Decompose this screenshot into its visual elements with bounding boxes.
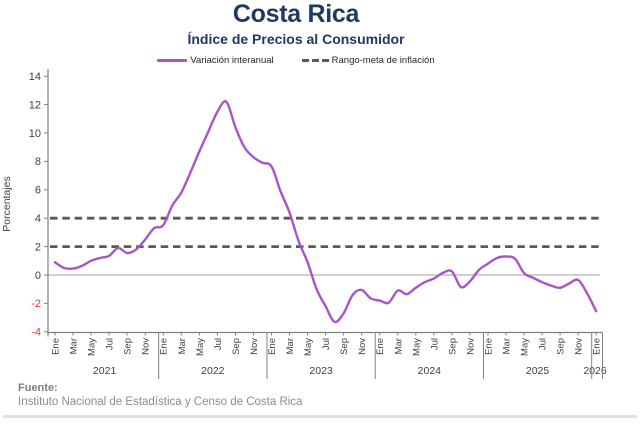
x-tick-label: Ene xyxy=(483,338,494,355)
x-tick-label: Ene xyxy=(267,338,278,355)
x-tick-label: Sep xyxy=(231,338,242,355)
y-tick-label: 0 xyxy=(35,270,41,282)
legend-item-variacion-interanual: Variación interanual xyxy=(157,55,274,66)
x-tick-label: Nov xyxy=(574,338,585,355)
dashed-line-swatch-icon xyxy=(301,59,329,62)
year-label: 2025 xyxy=(526,365,550,377)
source-note: Fuente: Instituto Nacional de Estadístic… xyxy=(18,382,302,408)
y-tick-label: 6 xyxy=(35,185,41,197)
y-tick-label: 4 xyxy=(35,213,41,225)
x-tick-label: Mar xyxy=(393,338,404,354)
y-tick-label: -2 xyxy=(31,298,41,310)
x-tick-label: Ene xyxy=(592,338,603,355)
x-tick-label: Jul xyxy=(321,338,332,350)
x-tick-label: May xyxy=(520,338,531,356)
y-tick-label: 10 xyxy=(29,128,41,140)
x-tick-label: Ene xyxy=(375,338,386,355)
series-line-variacion-interanual xyxy=(53,100,598,324)
x-tick-label: Jul xyxy=(429,338,440,350)
x-tick-label: Mar xyxy=(177,338,188,354)
x-tick-label: Mar xyxy=(502,338,513,354)
legend-label-variacion-interanual: Variación interanual xyxy=(190,55,274,66)
inflation-line-chart: Porcentajes 14 12 10 8 6 4 2 0 -2 -4 Ene Mar May Jul S… xyxy=(1,69,607,379)
legend-item-rango-meta: Rango-meta de inflación xyxy=(301,55,435,66)
x-tick-label: Sep xyxy=(447,338,458,355)
x-tick-label: Nov xyxy=(465,338,476,355)
x-tick-label: Nov xyxy=(249,338,260,355)
y-tick-label: 2 xyxy=(35,241,41,253)
year-label: 2023 xyxy=(309,365,333,377)
source-label: Fuente: xyxy=(18,382,58,394)
x-tick-label: May xyxy=(195,338,206,356)
chart-legend: Variación interanual Rango-meta de infla… xyxy=(0,55,592,66)
solid-line-swatch-icon xyxy=(157,59,188,62)
x-tick-label: Jul xyxy=(213,338,224,350)
x-tick-label: Nov xyxy=(141,338,152,355)
x-tick-label: Sep xyxy=(123,338,134,355)
y-tick-label: -4 xyxy=(31,327,41,339)
x-tick-label: Mar xyxy=(69,338,80,354)
year-label: 2024 xyxy=(418,365,442,377)
x-tick-label: Ene xyxy=(159,338,170,355)
year-label: 2022 xyxy=(201,365,225,377)
panel-bottom-border xyxy=(3,415,637,418)
y-tick-label: 14 xyxy=(29,71,41,83)
x-tick-label: Sep xyxy=(556,338,567,355)
year-label: 2026 xyxy=(583,365,607,377)
x-tick-label: May xyxy=(87,338,98,356)
year-label: 2021 xyxy=(93,365,117,377)
y-tick-label: 12 xyxy=(29,99,41,111)
x-tick-label: Ene xyxy=(51,338,62,355)
legend-label-rango-meta: Rango-meta de inflación xyxy=(331,55,435,66)
y-axis-title: Porcentajes xyxy=(1,176,13,231)
x-tick-label: May xyxy=(303,338,314,356)
x-tick-label: Mar xyxy=(285,338,296,354)
y-tick-label: 8 xyxy=(35,156,41,168)
x-tick-label: May xyxy=(411,338,422,356)
x-tick-label: Nov xyxy=(357,338,368,355)
x-tick-label: Jul xyxy=(538,338,549,350)
source-text: Instituto Nacional de Estadística y Cens… xyxy=(18,396,303,408)
x-tick-label: Sep xyxy=(339,338,350,355)
x-tick-label: Jul xyxy=(105,338,116,350)
